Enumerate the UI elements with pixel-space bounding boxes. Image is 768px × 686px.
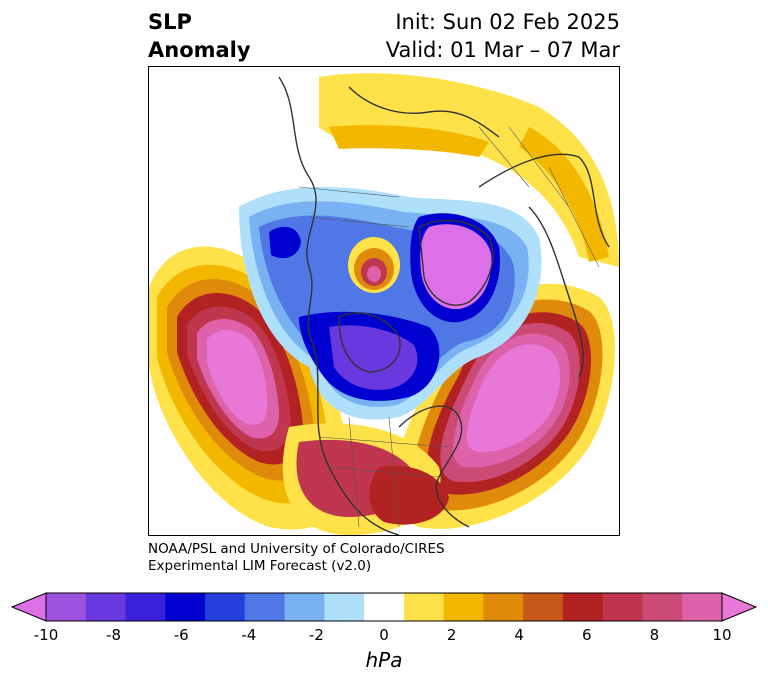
colorbar-bin xyxy=(483,593,524,621)
colorbar xyxy=(10,592,758,622)
colorbar-units: hPa xyxy=(365,648,403,672)
colorbar-bin xyxy=(165,593,206,621)
colorbar-bin xyxy=(324,593,365,621)
colorbar-bin xyxy=(403,593,445,621)
colorbar-bin xyxy=(523,593,564,621)
colorbar-bin xyxy=(205,593,246,621)
colorbar-bin xyxy=(443,593,484,621)
country-borders xyxy=(298,126,600,528)
colorbar-bin xyxy=(125,593,166,621)
colorbar-tick-label: 8 xyxy=(649,626,660,644)
colorbar-bin xyxy=(682,593,723,621)
colorbar-bin xyxy=(364,593,405,621)
colorbar-tick-label: 4 xyxy=(514,626,524,644)
colorbar-border xyxy=(45,592,723,622)
colorbar-bin xyxy=(244,593,286,621)
positive-cell-greenland xyxy=(348,237,400,293)
negative-anomaly-trough xyxy=(239,187,542,420)
colorbar-bin xyxy=(46,593,87,621)
colorbar-ticks: -10 -8 -6 -4 -2 0 2 4 6 8 10 xyxy=(0,626,768,648)
credit-line-1: NOAA/PSL and University of Colorado/CIRE… xyxy=(148,541,445,557)
map-panel xyxy=(148,66,620,536)
colorbar-tick-label: -2 xyxy=(308,626,324,644)
colorbar-tick-label: -10 xyxy=(33,626,59,644)
colorbar-tick-label: 10 xyxy=(712,626,732,644)
title-anomaly: Anomaly xyxy=(148,38,251,62)
title-right: Init: Sun 02 Feb 2025 Valid: 01 Mar – 07… xyxy=(386,8,620,64)
credit-line-2: Experimental LIM Forecast (v2.0) xyxy=(148,558,372,574)
colorbar-extend-min xyxy=(10,592,47,622)
colorbar-tick-label: 2 xyxy=(446,626,457,644)
coastlines xyxy=(278,76,610,535)
colorbar-tick-label: -4 xyxy=(241,626,257,644)
colorbar-tick-label: -6 xyxy=(173,626,189,644)
colorbar-bin xyxy=(85,593,127,621)
colorbar-bin xyxy=(642,593,683,621)
colorbar-extend-max xyxy=(721,592,758,622)
title-left: SLP Anomaly xyxy=(148,8,251,64)
init-date: Init: Sun 02 Feb 2025 xyxy=(395,10,620,34)
colorbar-bin xyxy=(284,593,325,621)
colorbar-tick-label: -8 xyxy=(106,626,122,644)
positive-anomaly-arctic xyxy=(319,73,619,267)
credit-text: NOAA/PSL and University of Colorado/CIRE… xyxy=(148,541,445,575)
colorbar-bin xyxy=(562,593,604,621)
anomaly-map xyxy=(149,73,619,535)
colorbar-bin xyxy=(602,593,643,621)
colorbar-tick-label: 0 xyxy=(379,626,389,644)
colorbar-tick-label: 6 xyxy=(582,626,592,644)
valid-range: Valid: 01 Mar – 07 Mar xyxy=(385,38,620,62)
title-slp: SLP xyxy=(148,10,192,34)
